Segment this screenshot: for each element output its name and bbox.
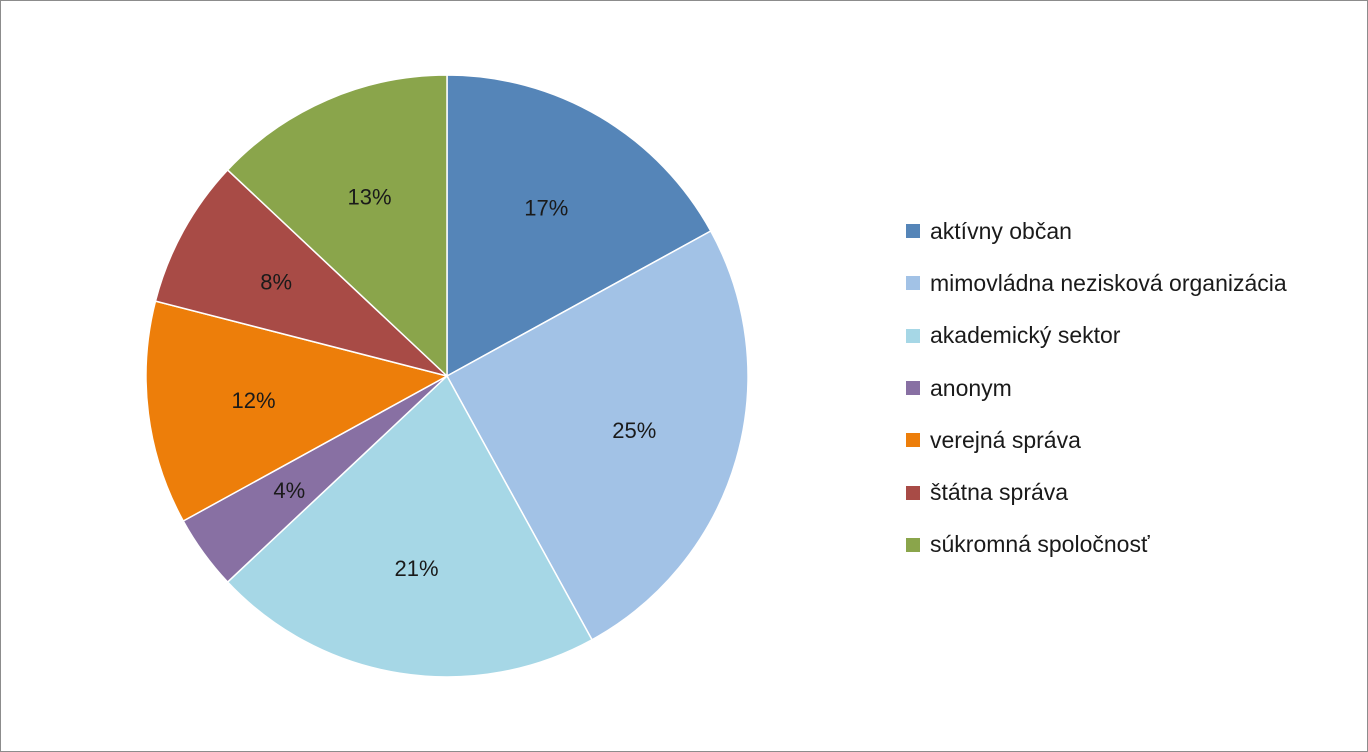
legend-item-verejna-sprava: verejná správa [906,414,1287,466]
data-label-mimovladna-neziskova-organizacia: 25% [612,418,656,443]
legend-swatch-icon [906,276,920,291]
pie-data-labels: 17% 25% 21% 4% 12% 8% 13% [232,185,657,582]
pie-slice-sukromna-spolocnost [226,74,448,378]
pie-slice-akademicky-sektor [226,374,594,678]
legend-item-statna-sprava: štátna správa [906,466,1287,518]
data-label-aktivny-obcan: 17% [524,196,568,221]
pie-slices [145,74,749,678]
pie-slice-aktivny-obcan [446,74,712,378]
legend-item-akademicky-sektor: akademický sektor [906,310,1287,362]
data-label-anonym: 4% [273,478,305,503]
legend-label: štátna správa [930,479,1069,506]
data-label-sukromna-spolocnost: 13% [348,185,392,210]
pie-slice-verejna-sprava [145,300,450,523]
legend-swatch-icon [906,433,920,448]
pie-slice-mimovladna-neziskova-organizacia [445,229,749,641]
legend-label: aktívny občan [930,217,1072,244]
pie-slice-statna-sprava [154,168,448,377]
legend-swatch-icon [906,328,920,343]
legend-label: verejná správa [930,426,1081,453]
legend-label: mimovládna nezisková organizácia [930,269,1287,296]
legend-label: akademický sektor [930,322,1121,349]
data-label-akademicky-sektor: 21% [394,556,438,581]
legend-label: súkromná spoločnosť [930,531,1150,558]
legend-item-sukromna-spolocnost: súkromná spoločnosť [906,519,1287,571]
legend-label: anonym [930,374,1012,401]
data-label-verejna-sprava: 12% [232,388,276,413]
legend-swatch-icon [906,485,920,500]
legend-item-mimovladna-neziskova-organizacia: mimovládna nezisková organizácia [906,257,1287,309]
legend: aktívny občan mimovládna nezisková organi… [906,205,1287,571]
legend-swatch-icon [906,224,920,239]
data-label-statna-sprava: 8% [260,270,292,295]
legend-item-anonym: anonym [906,362,1287,414]
legend-item-aktivny-obcan: aktívny občan [906,205,1287,257]
legend-swatch-icon [906,537,920,552]
legend-swatch-icon [906,381,920,396]
